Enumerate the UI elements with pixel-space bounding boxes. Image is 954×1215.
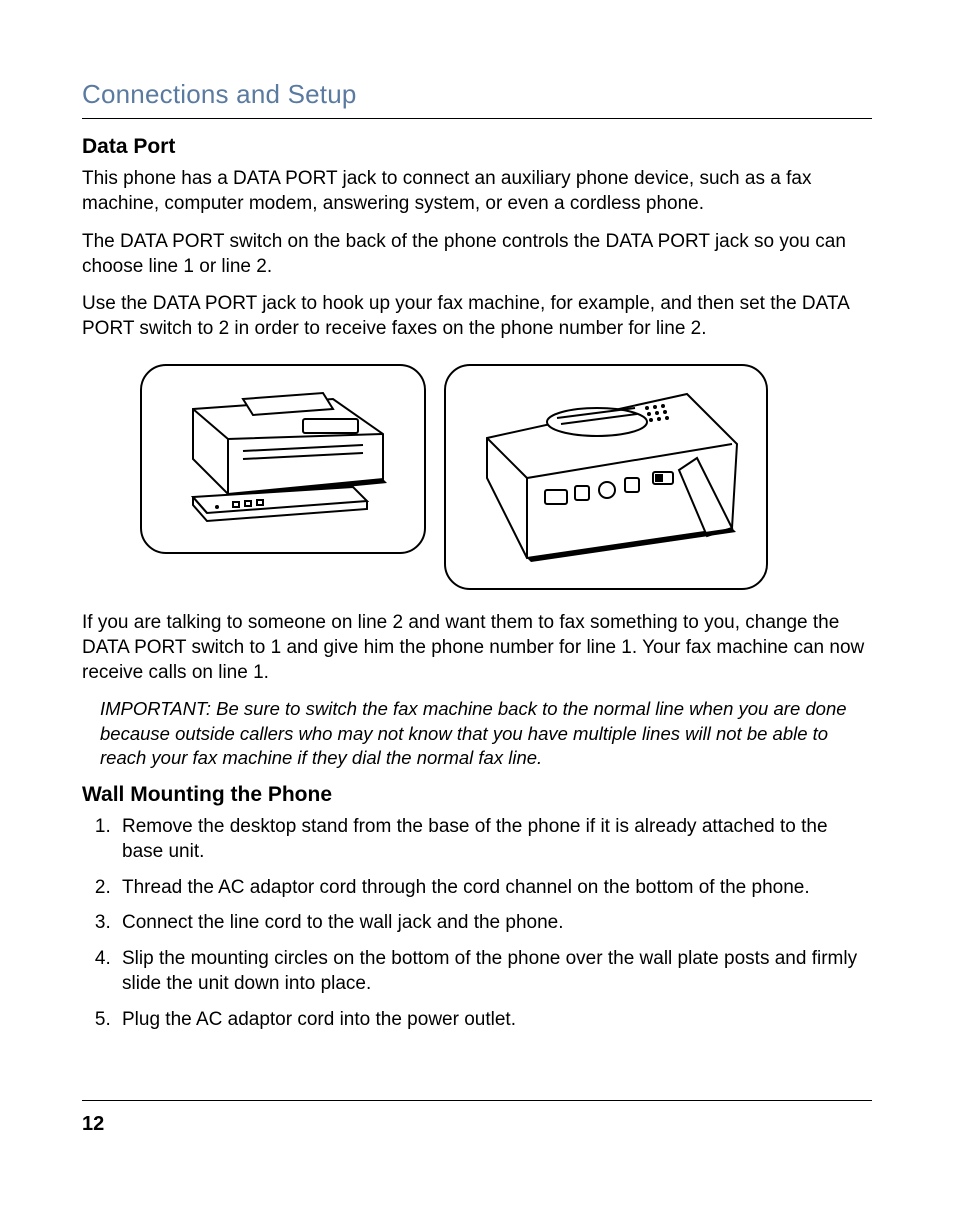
step-1: Remove the desktop stand from the base o… (116, 814, 872, 865)
phone-rear-illustration (444, 364, 768, 590)
step-2: Thread the AC adaptor cord through the c… (116, 875, 872, 900)
page-footer: 12 (82, 1100, 872, 1137)
fax-icon (153, 379, 413, 539)
wall-mount-steps: Remove the desktop stand from the base o… (116, 814, 872, 1032)
step-4: Slip the mounting circles on the bottom … (116, 946, 872, 997)
phone-icon (457, 378, 755, 576)
fax-machine-illustration (140, 364, 426, 554)
data-port-para-1: This phone has a DATA PORT jack to conne… (82, 166, 872, 217)
data-port-para-2: The DATA PORT switch on the back of the … (82, 229, 872, 280)
data-port-para-4: If you are talking to someone on line 2 … (82, 610, 872, 686)
wall-mount-heading: Wall Mounting the Phone (82, 781, 872, 808)
section-title: Connections and Setup (82, 78, 872, 119)
data-port-heading: Data Port (82, 133, 872, 160)
data-port-para-3: Use the DATA PORT jack to hook up your f… (82, 291, 872, 342)
important-note: IMPORTANT: Be sure to switch the fax mac… (100, 697, 872, 770)
step-5: Plug the AC adaptor cord into the power … (116, 1007, 872, 1032)
page-number: 12 (82, 1111, 872, 1137)
illustration-row (140, 364, 872, 590)
step-3: Connect the line cord to the wall jack a… (116, 910, 872, 935)
